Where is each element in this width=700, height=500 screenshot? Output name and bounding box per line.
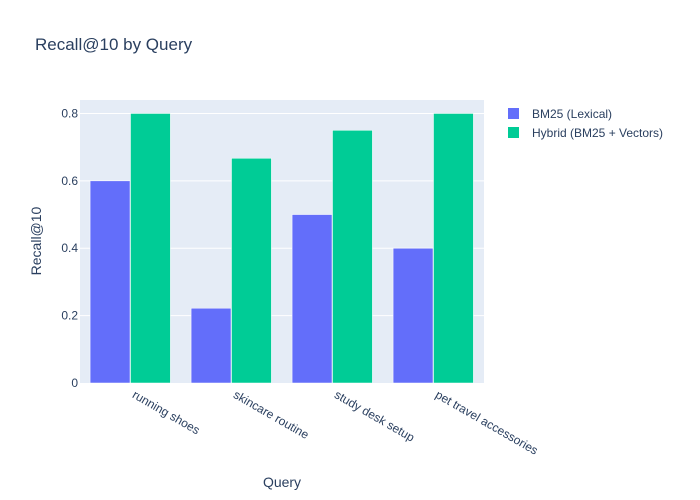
bar-bm25 bbox=[291, 214, 333, 384]
x-tick-labels: running shoes skincare routine study desk … bbox=[130, 387, 541, 457]
legend-label: BM25 (Lexical) bbox=[532, 107, 612, 121]
x-tick-label: pet travel accessories bbox=[433, 387, 541, 457]
chart-title: Recall@10 by Query bbox=[35, 35, 193, 54]
y-tick-label: 0 bbox=[71, 376, 78, 390]
legend-swatch bbox=[508, 127, 519, 138]
bar-hybrid bbox=[130, 113, 171, 384]
bar-hybrid bbox=[231, 158, 272, 384]
y-tick-labels: 0 0.2 0.4 0.6 0.8 bbox=[61, 106, 78, 390]
x-axis-title: Query bbox=[263, 474, 301, 490]
legend-label: Hybrid (BM25 + Vectors) bbox=[532, 126, 663, 140]
bar-bm25 bbox=[392, 247, 434, 384]
y-tick-label: 0.8 bbox=[61, 106, 78, 120]
bar-hybrid bbox=[332, 130, 373, 384]
legend-swatch bbox=[508, 108, 519, 119]
x-tick-label: study desk setup bbox=[332, 387, 417, 444]
bar-bm25 bbox=[190, 307, 232, 384]
legend: BM25 (Lexical) Hybrid (BM25 + Vectors) bbox=[508, 107, 663, 140]
x-tick-label: skincare routine bbox=[231, 387, 312, 442]
bar-hybrid bbox=[433, 113, 474, 384]
bar-bm25 bbox=[89, 180, 131, 384]
y-tick-label: 0.2 bbox=[61, 309, 78, 323]
x-tick-label: running shoes bbox=[130, 387, 202, 437]
y-tick-label: 0.6 bbox=[61, 174, 78, 188]
y-axis-title: Recall@10 bbox=[28, 206, 44, 275]
y-tick-label: 0.4 bbox=[61, 241, 78, 255]
bars bbox=[89, 113, 474, 384]
